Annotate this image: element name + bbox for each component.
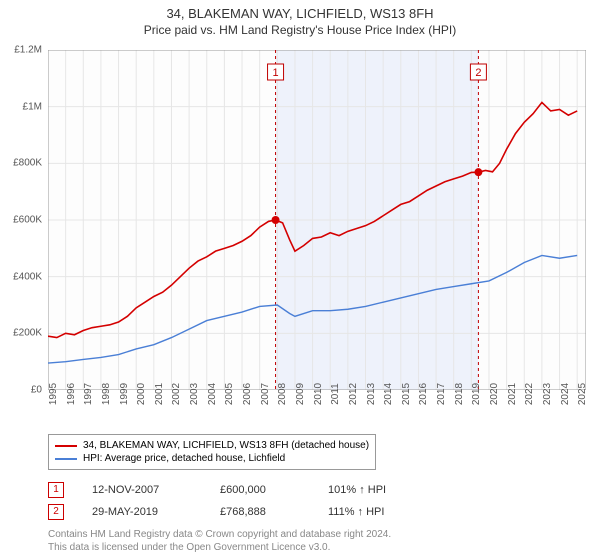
legend-label: HPI: Average price, detached house, Lich…: [83, 453, 285, 464]
x-tick-label: 2021: [507, 383, 518, 405]
y-tick-label: £400K: [13, 271, 42, 282]
event-pct: 101% ↑ HPI: [328, 484, 418, 496]
event-row: 1 12-NOV-2007 £600,000 101% ↑ HPI: [48, 482, 418, 498]
x-tick-label: 1999: [119, 383, 130, 405]
y-tick-label: £0: [31, 385, 42, 396]
title-sub: Price paid vs. HM Land Registry's House …: [0, 23, 600, 37]
sale-marker: [474, 168, 482, 176]
x-tick-label: 2009: [295, 383, 306, 405]
page-container: 34, BLAKEMAN WAY, LICHFIELD, WS13 8FH Pr…: [0, 0, 600, 560]
event-price: £600,000: [220, 484, 300, 496]
event-date: 29-MAY-2019: [92, 506, 192, 518]
svg-text:2: 2: [475, 67, 481, 79]
y-tick-label: £1.2M: [14, 45, 42, 56]
x-tick-label: 2025: [577, 383, 588, 405]
x-tick-label: 1998: [101, 383, 112, 405]
event-date: 12-NOV-2007: [92, 484, 192, 496]
x-tick-label: 2008: [277, 383, 288, 405]
footer-line-2: This data is licensed under the Open Gov…: [48, 541, 391, 554]
event-row: 2 29-MAY-2019 £768,888 111% ↑ HPI: [48, 504, 418, 520]
x-tick-label: 1997: [83, 383, 94, 405]
y-tick-label: £1M: [23, 101, 42, 112]
x-tick-label: 2019: [471, 383, 482, 405]
title-block: 34, BLAKEMAN WAY, LICHFIELD, WS13 8FH Pr…: [0, 0, 600, 37]
y-tick-label: £800K: [13, 158, 42, 169]
plot-badge: 1: [268, 64, 284, 80]
x-tick-label: 2023: [542, 383, 553, 405]
x-tick-label: 2006: [242, 383, 253, 405]
footer-line-1: Contains HM Land Registry data © Crown c…: [48, 528, 391, 541]
legend-row: HPI: Average price, detached house, Lich…: [55, 452, 369, 465]
plot-badge: 2: [470, 64, 486, 80]
svg-text:1: 1: [272, 67, 278, 79]
x-tick-label: 2015: [401, 383, 412, 405]
legend-swatch: [55, 445, 77, 447]
events-table: 1 12-NOV-2007 £600,000 101% ↑ HPI 2 29-MAY-20…: [48, 482, 418, 526]
x-tick-label: 2010: [313, 383, 324, 405]
event-badge: 1: [48, 482, 64, 498]
legend-swatch: [55, 458, 77, 460]
x-tick-label: 2018: [454, 383, 465, 405]
sale-marker: [272, 216, 280, 224]
legend-label: 34, BLAKEMAN WAY, LICHFIELD, WS13 8FH (d…: [83, 440, 369, 451]
x-tick-label: 2007: [260, 383, 271, 405]
chart-area: 12 £0£200K£400K£600K£800K£1M£1.2M1995199…: [48, 50, 586, 390]
x-tick-label: 2002: [171, 383, 182, 405]
x-tick-label: 2001: [154, 383, 165, 405]
x-tick-label: 2016: [418, 383, 429, 405]
footer: Contains HM Land Registry data © Crown c…: [48, 528, 391, 554]
x-tick-label: 2012: [348, 383, 359, 405]
legend: 34, BLAKEMAN WAY, LICHFIELD, WS13 8FH (d…: [48, 434, 376, 470]
title-main: 34, BLAKEMAN WAY, LICHFIELD, WS13 8FH: [0, 6, 600, 21]
chart-svg: 12: [48, 50, 586, 390]
y-tick-label: £200K: [13, 328, 42, 339]
x-tick-label: 2014: [383, 383, 394, 405]
x-tick-label: 2011: [330, 383, 341, 405]
x-tick-label: 2024: [560, 383, 571, 405]
event-price: £768,888: [220, 506, 300, 518]
x-tick-label: 2005: [224, 383, 235, 405]
x-tick-label: 2017: [436, 383, 447, 405]
x-tick-label: 2022: [524, 383, 535, 405]
event-pct: 111% ↑ HPI: [328, 506, 418, 518]
legend-row: 34, BLAKEMAN WAY, LICHFIELD, WS13 8FH (d…: [55, 439, 369, 452]
x-tick-label: 2003: [189, 383, 200, 405]
y-tick-label: £600K: [13, 215, 42, 226]
x-tick-label: 2000: [136, 383, 147, 405]
x-tick-label: 2020: [489, 383, 500, 405]
x-tick-label: 2013: [366, 383, 377, 405]
x-tick-label: 1995: [48, 383, 59, 405]
event-badge: 2: [48, 504, 64, 520]
x-tick-label: 1996: [66, 383, 77, 405]
x-tick-label: 2004: [207, 383, 218, 405]
